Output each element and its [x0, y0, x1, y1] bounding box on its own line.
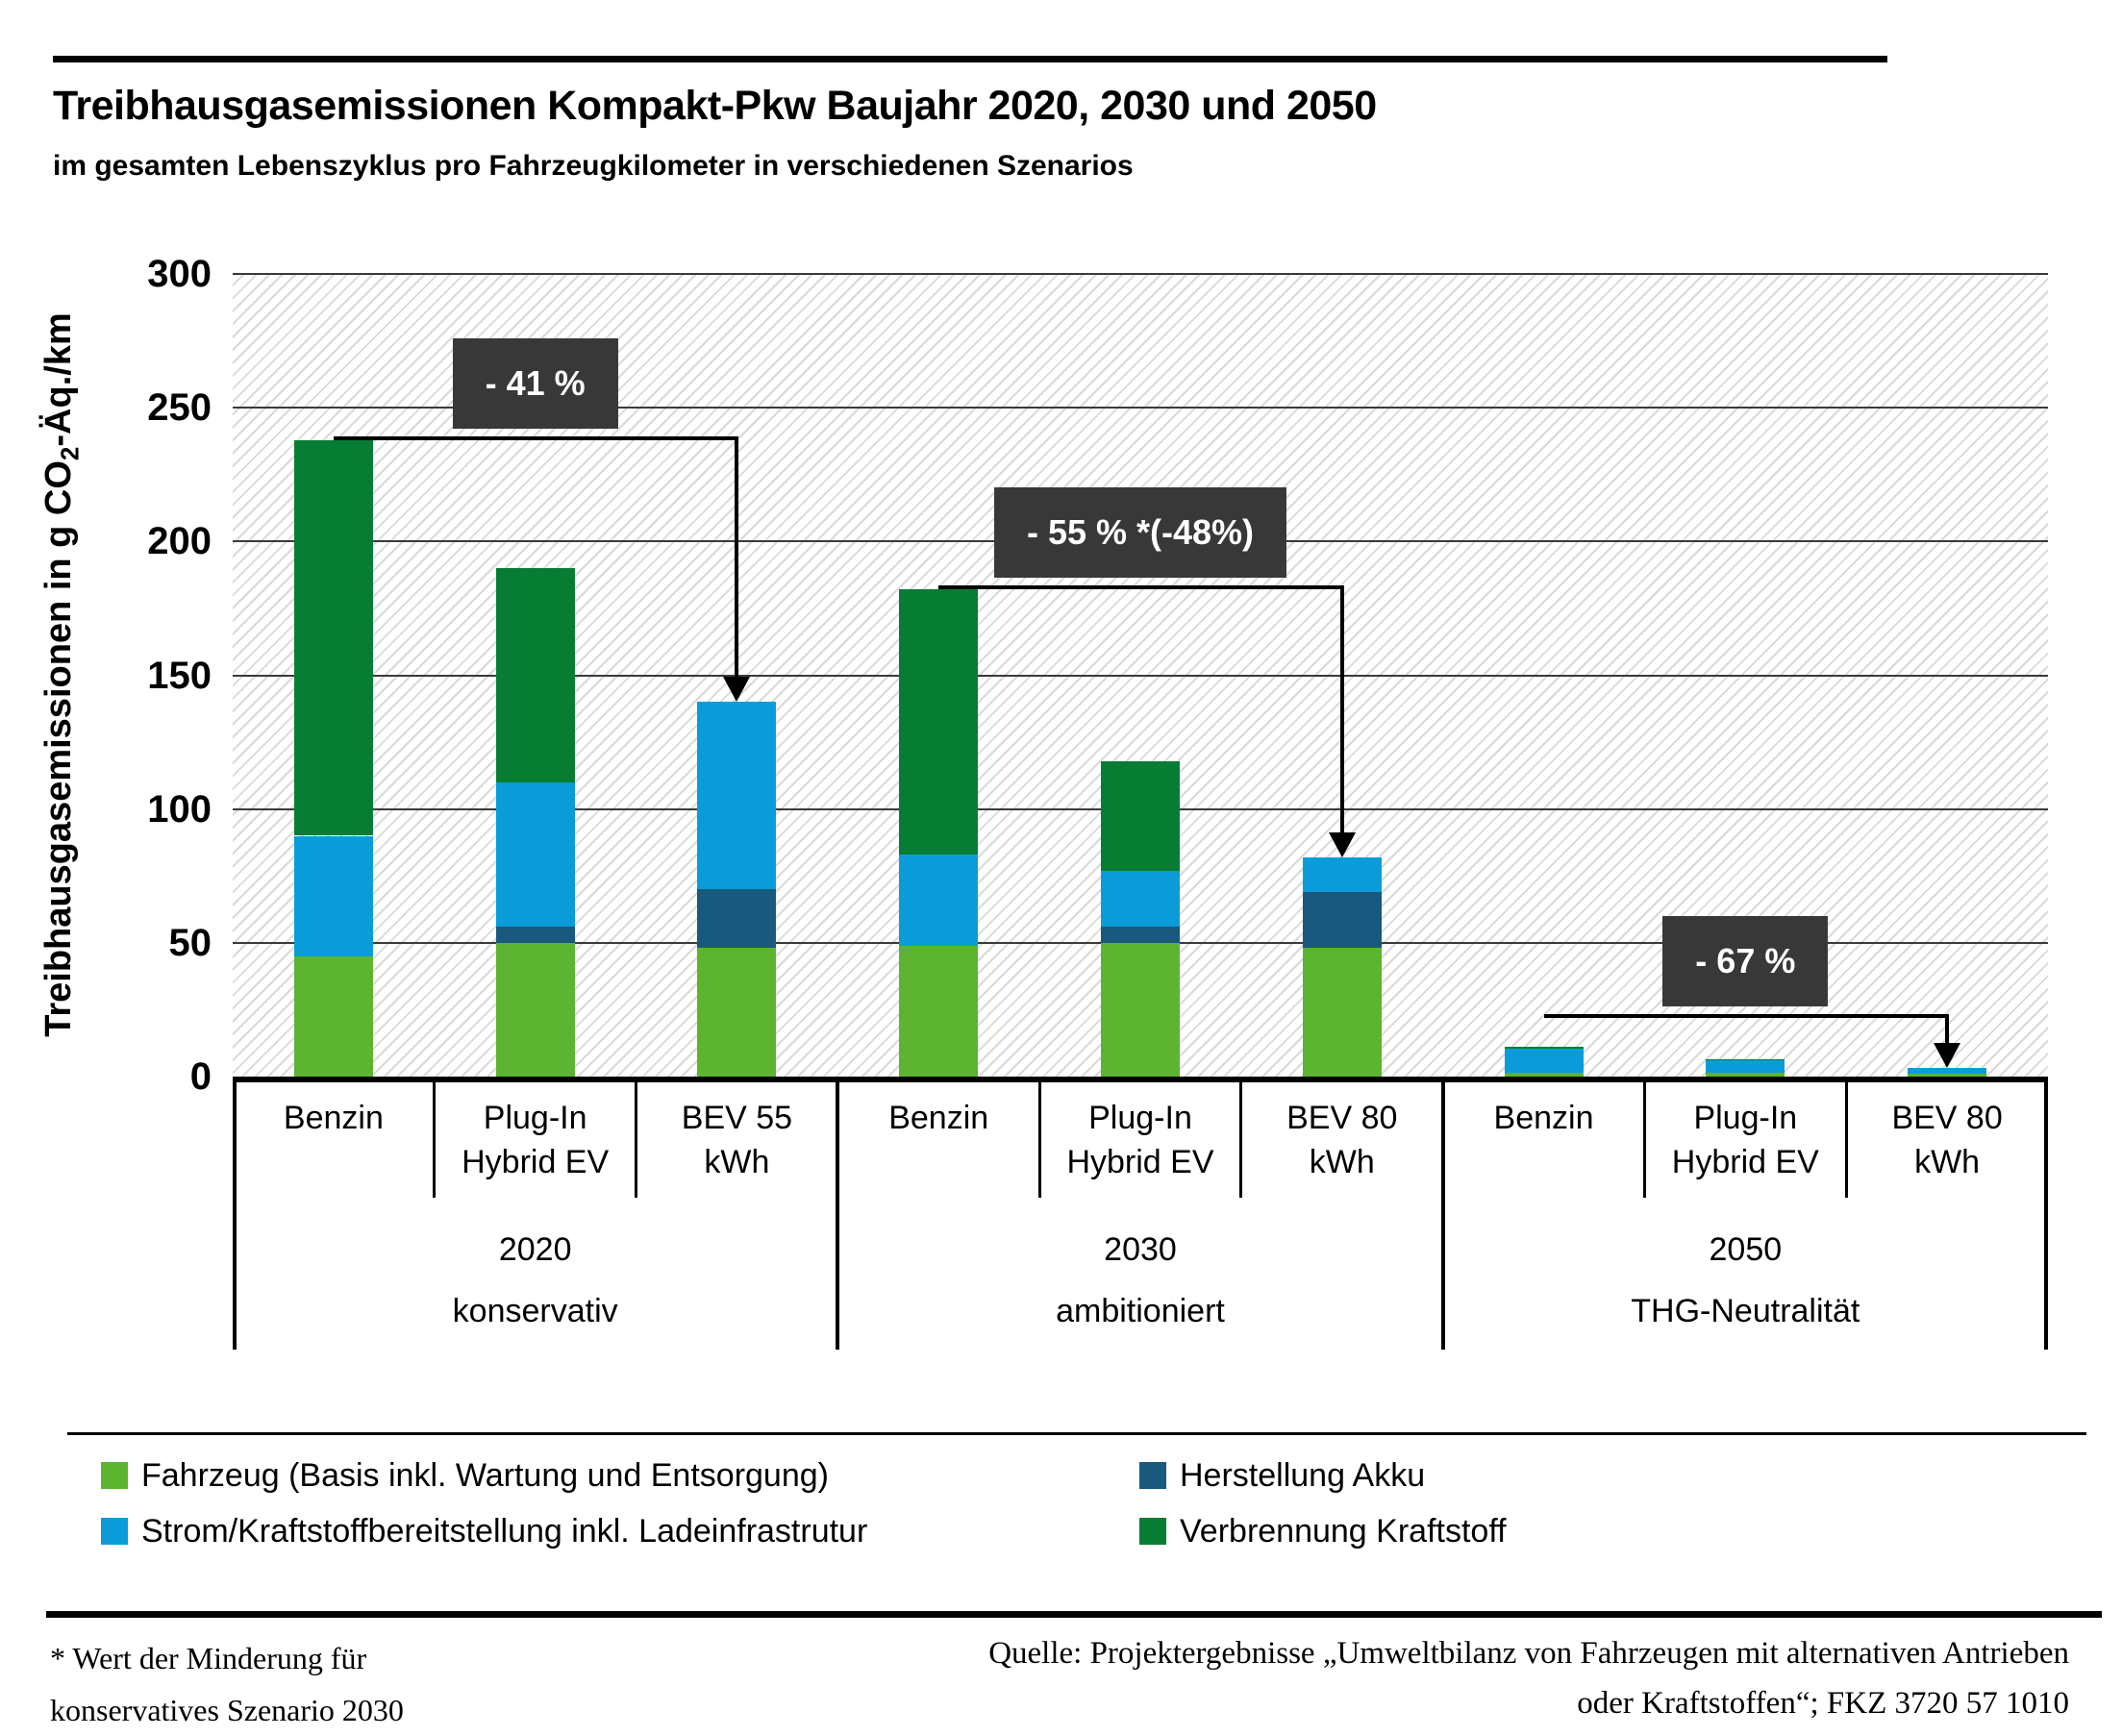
legend-item-verbrennung: Verbrennung Kraftstoff — [1139, 1503, 2086, 1559]
bar-segment-fahrzeug — [1706, 1072, 1785, 1077]
category-label: Plug-In Hybrid EV — [462, 1100, 610, 1180]
bar-segment-strom — [697, 702, 777, 890]
page-subtitle: im gesamten Lebenszyklus pro Fahrzeugkil… — [53, 150, 1134, 182]
group-label: 2020 konservativ — [452, 1231, 618, 1329]
annotation-line-horizontal — [333, 435, 739, 440]
annotation-box: - 41 % — [452, 337, 618, 429]
legend-label-fahrzeug: Fahrzeug (Basis inkl. Wartung und Entsor… — [141, 1456, 829, 1494]
bar-segment-fahrzeug — [1504, 1072, 1584, 1077]
legend: Fahrzeug (Basis inkl. Wartung und Entsor… — [101, 1448, 2086, 1559]
group-separator — [1440, 1082, 1445, 1350]
bar-segment-fahrzeug — [1302, 948, 1382, 1077]
bar-segment-fahrzeug — [1101, 942, 1180, 1077]
legend-swatch-verbrennung — [1139, 1518, 1166, 1545]
top-rule — [53, 56, 1887, 62]
gridline — [233, 273, 2048, 275]
bar-segment-verbrennung — [293, 439, 373, 836]
annotation-box: - 55 % *(-48%) — [993, 487, 1287, 579]
gridline — [233, 407, 2048, 409]
annotation-line-vertical — [1945, 1013, 1950, 1043]
category-label: Plug-In Hybrid EV — [1066, 1100, 1214, 1180]
legend-swatch-fahrzeug — [101, 1462, 128, 1489]
category-label: BEV 80 kWh — [1286, 1100, 1398, 1180]
annotation-arrowhead — [723, 677, 751, 703]
bar-segment-strom — [899, 854, 979, 946]
annotation-line-vertical — [735, 435, 739, 678]
bar-segment-akku — [1302, 891, 1382, 949]
y-tick-label: 300 — [147, 253, 212, 295]
bar-segment-verbrennung — [495, 568, 575, 782]
bar-segment-strom — [1302, 856, 1382, 892]
legend-item-akku: Herstellung Akku — [1139, 1448, 2086, 1503]
bar-segment-fahrzeug — [697, 948, 777, 1077]
legend-divider-rule — [67, 1432, 2086, 1435]
annotation-line-vertical — [1339, 585, 1344, 832]
group-separator — [233, 1082, 237, 1350]
category-separator — [1642, 1082, 1646, 1198]
bar-segment-verbrennung — [1706, 1058, 1785, 1061]
category-separator — [1037, 1082, 1041, 1198]
category-label: Benzin — [888, 1100, 989, 1136]
bar-segment-akku — [495, 927, 575, 943]
annotation-arrowhead — [1934, 1042, 1961, 1068]
y-tick-label: 50 — [168, 921, 212, 964]
category-separator — [635, 1082, 638, 1198]
bar-segment-fahrzeug — [495, 942, 575, 1077]
footer-rule — [46, 1611, 2102, 1618]
y-tick-label: 250 — [147, 386, 212, 430]
legend-swatch-akku — [1139, 1462, 1166, 1489]
legend-item-fahrzeug: Fahrzeug (Basis inkl. Wartung und Entsor… — [101, 1448, 1139, 1503]
category-label: Benzin — [283, 1100, 384, 1136]
category-label: BEV 80 kWh — [1891, 1100, 2003, 1180]
y-tick-label: 150 — [147, 654, 212, 697]
bar-segment-strom — [495, 781, 575, 928]
bar-segment-strom — [1706, 1060, 1785, 1073]
gridline — [233, 674, 2048, 677]
group-label: 2050 THG-Neutralität — [1631, 1231, 1860, 1329]
y-tick-label: 0 — [189, 1055, 212, 1098]
group-separator — [836, 1082, 840, 1350]
category-separator — [1239, 1082, 1243, 1198]
y-axis-title-subscript: 2 — [55, 446, 85, 461]
group-label: 2030 ambitioniert — [1056, 1231, 1225, 1329]
legend-label-strom: Strom/Kraftstoffbereitstellung inkl. Lad… — [141, 1512, 868, 1550]
bar-segment-strom — [1504, 1048, 1584, 1073]
y-tick-label: 200 — [147, 520, 212, 563]
group-separator — [2044, 1082, 2048, 1350]
bar-segment-fahrzeug — [293, 955, 373, 1077]
legend-label-verbrennung: Verbrennung Kraftstoff — [1180, 1512, 1507, 1550]
bar-segment-fahrzeug — [1908, 1073, 1987, 1077]
bar-segment-verbrennung — [899, 589, 979, 855]
legend-swatch-strom — [101, 1518, 128, 1545]
category-separator — [1844, 1082, 1848, 1198]
y-tick-label: 100 — [147, 787, 212, 831]
bar-segment-verbrennung — [1504, 1047, 1584, 1049]
category-label: BEV 55 kWh — [681, 1100, 793, 1180]
annotation-arrowhead — [1328, 831, 1356, 857]
legend-item-strom: Strom/Kraftstoffbereitstellung inkl. Lad… — [101, 1503, 1139, 1559]
source-citation: Quelle: Projektergebnisse „Umweltbilanz … — [988, 1636, 2069, 1721]
category-label: Plug-In Hybrid EV — [1671, 1100, 1819, 1180]
footnote: * Wert der Minderung für konservatives S… — [50, 1641, 404, 1727]
annotation-line-horizontal — [938, 585, 1344, 590]
category-separator — [433, 1082, 437, 1198]
bar-segment-akku — [697, 889, 777, 949]
bar-segment-fahrzeug — [899, 945, 979, 1077]
bar-segment-strom — [293, 835, 373, 956]
bar-segment-verbrennung — [1101, 760, 1180, 871]
annotation-box: - 67 % — [1662, 915, 1829, 1006]
annotation-line-horizontal — [1543, 1013, 1950, 1018]
page-title: Treibhausgasemissionen Kompakt-Pkw Bauja… — [53, 83, 1377, 129]
bar-segment-strom — [1101, 870, 1180, 928]
legend-label-akku: Herstellung Akku — [1180, 1456, 1426, 1494]
bar-segment-akku — [1101, 927, 1180, 943]
x-axis-line — [233, 1077, 2048, 1082]
bar-segment-strom — [1908, 1067, 1987, 1074]
category-label: Benzin — [1493, 1100, 1594, 1136]
